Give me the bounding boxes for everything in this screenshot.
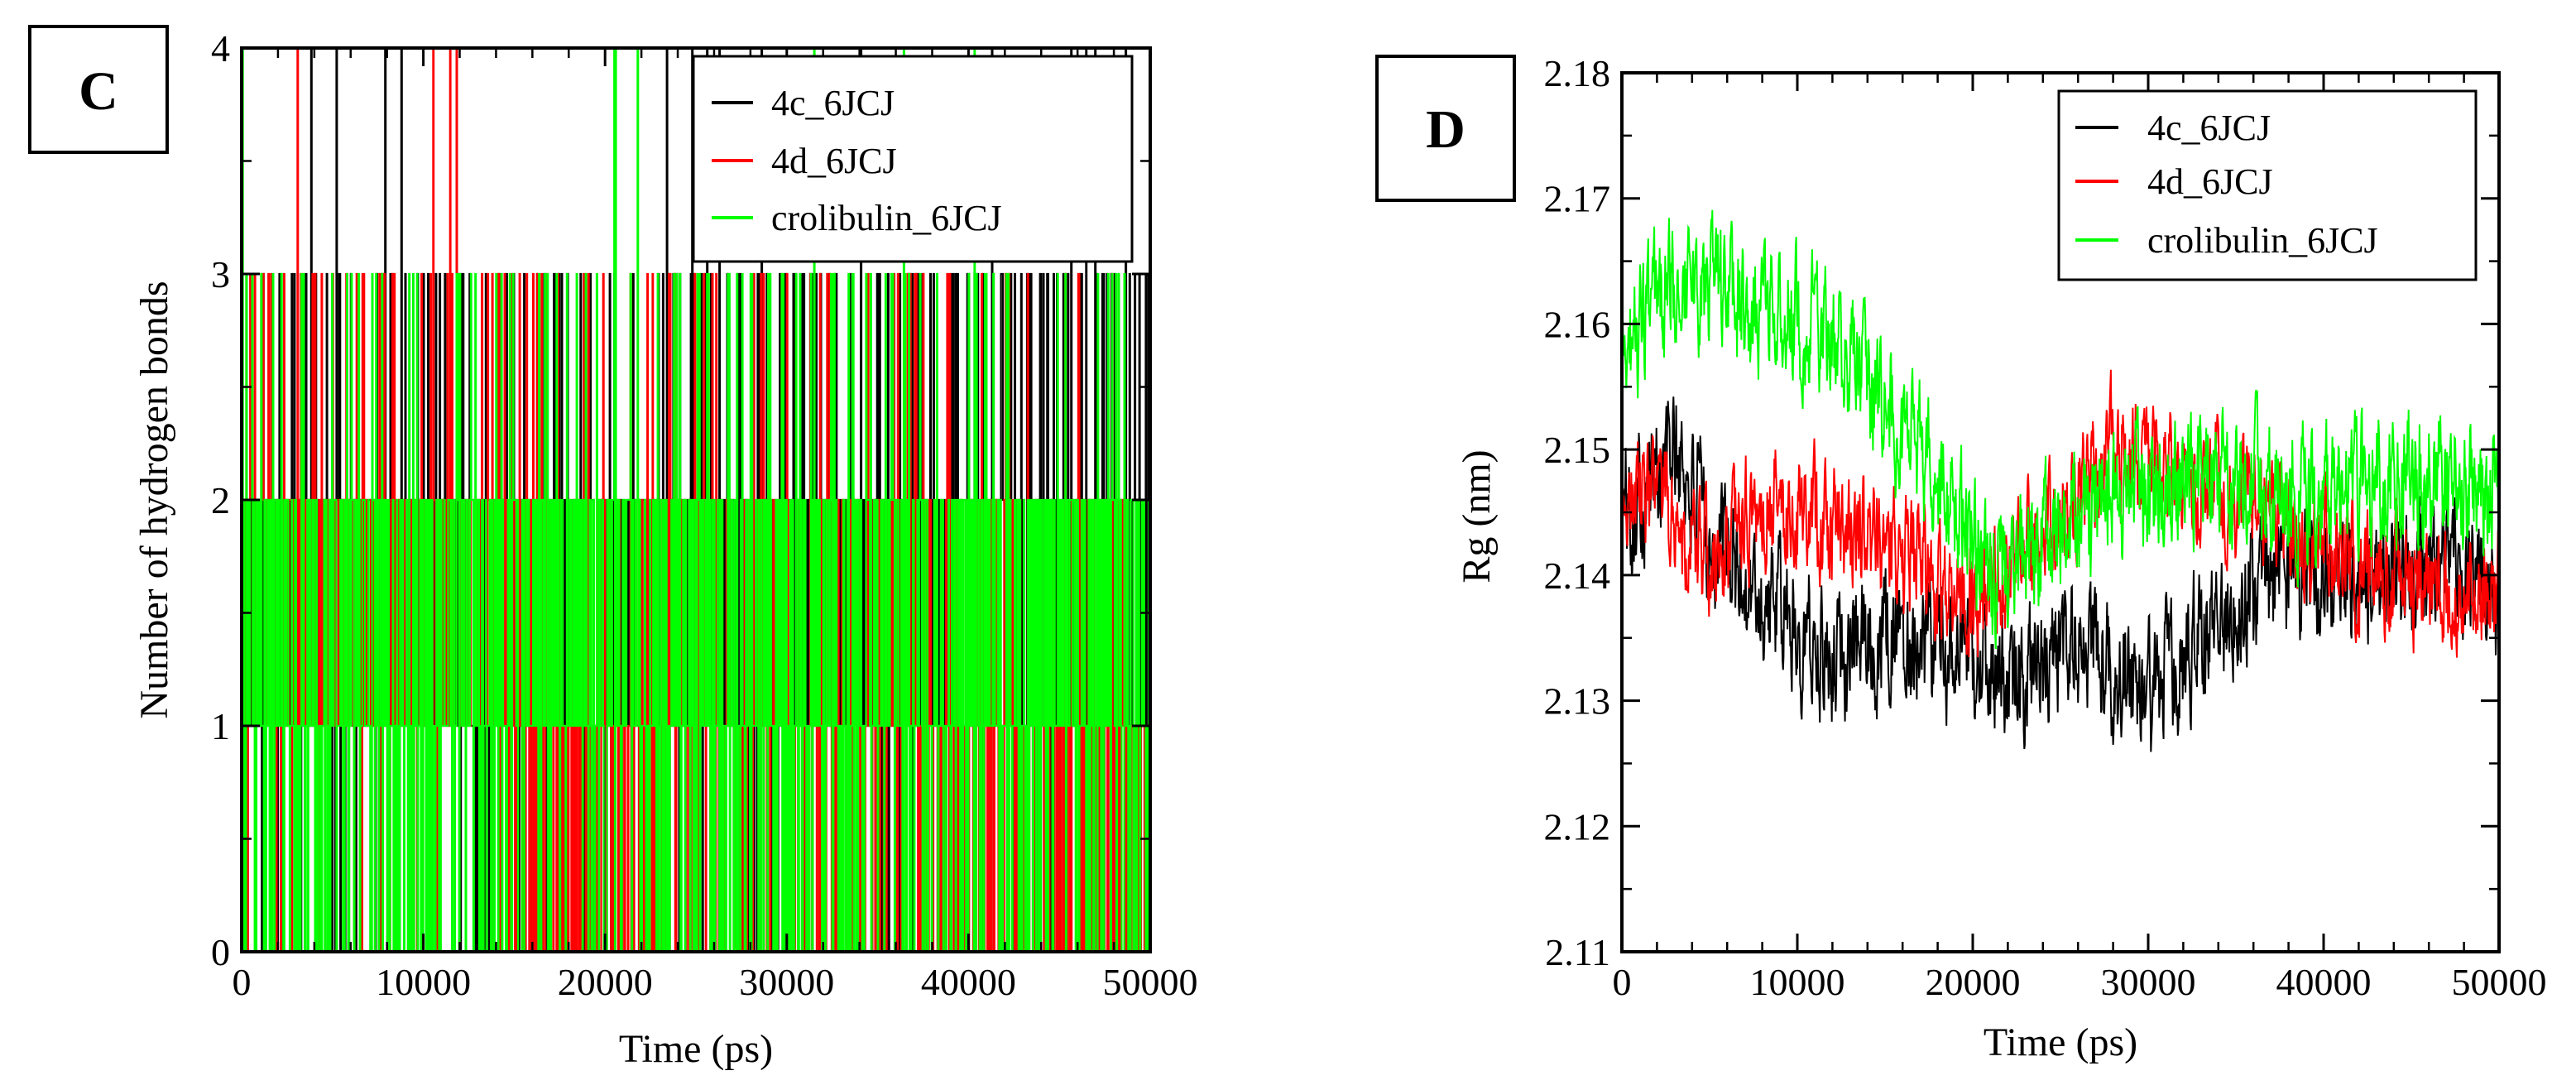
panel-d-legend-box (2057, 89, 2478, 281)
panel-c-xtick-label: 10000 (376, 961, 471, 1003)
panel-c-ylabel: Number of hydrogen bonds (132, 281, 176, 718)
panel-d-legend-label-4d: 4d_6JCJ (2147, 161, 2273, 202)
panel-c-xlabel: Time (ps) (619, 1027, 773, 1071)
panel-d-legend: 4c_6JCJ 4d_6JCJ crolibulin_6JCJ (2057, 89, 2478, 281)
panel-d-ytick-label: 2.15 (1544, 429, 1611, 471)
panel-c-legend-label-4d: 4d_6JCJ (771, 141, 897, 181)
panel-d-ylabel: Rg (nm) (1455, 449, 1499, 583)
panel-d-ytick-label: 2.14 (1544, 555, 1611, 597)
panel-d-xtick-label: 30000 (2101, 961, 2196, 1003)
panel-d-axes: 0 10000 20000 30000 40000 50000 2.11 2.12 2.13 2.… (1544, 52, 2547, 1003)
panel-c-xtick-label: 50000 (1103, 961, 1198, 1003)
panel-c-ytick-label: 3 (211, 253, 230, 295)
panel-c-ytick-label: 4 (211, 27, 230, 70)
panel-c-ytick-label: 2 (211, 479, 230, 521)
panel-c-series-crolibulin (241, 46, 1152, 953)
panel-d-ytick-label: 2.18 (1544, 52, 1611, 94)
panel-c-ytick-label: 0 (211, 931, 230, 973)
panel-d-xlabel: Time (ps) (1984, 1020, 2137, 1064)
panel-d-ytick-label: 2.11 (1545, 931, 1610, 973)
panel-c-xtick-label: 30000 (739, 961, 834, 1003)
panel-d-series-group (1621, 209, 2500, 752)
panel-d-ytick-label: 2.13 (1544, 680, 1611, 723)
panel-c-xtick-label: 20000 (558, 961, 653, 1003)
panel-d-legend-label-4c: 4c_6JCJ (2147, 108, 2271, 148)
panel-c-ytick-label: 1 (211, 705, 230, 747)
panel-d: 0 10000 20000 30000 40000 50000 2.11 2.12 2.13 2.… (1375, 52, 2547, 1064)
panel-d-xtick-label: 0 (1613, 961, 1632, 1003)
panel-c-legend-box (692, 55, 1134, 263)
panel-d-series-4c (1621, 396, 2500, 752)
panel-c-legend-label-crolibulin: crolibulin_6JCJ (771, 198, 1002, 238)
panel-c-legend: 4c_6JCJ 4d_6JCJ crolibulin_6JCJ (692, 55, 1134, 263)
panel-d-xtick-label: 20000 (1926, 961, 2021, 1003)
panel-c-letter-box: C (28, 25, 169, 154)
panel-d-ytick-label: 2.16 (1544, 303, 1611, 345)
panel-c: 0 10000 20000 30000 40000 50000 0 1 2 3 4 Time (ps… (28, 25, 1198, 1071)
panel-d-series-crolibulin (1621, 209, 2500, 650)
panel-d-xtick-label: 40000 (2276, 961, 2372, 1003)
panel-d-xtick-label: 10000 (1750, 961, 1845, 1003)
panel-d-letter: D (1426, 99, 1465, 160)
panel-c-letter: C (79, 61, 118, 122)
panel-d-xtick-label: 50000 (2452, 961, 2547, 1003)
panel-d-ytick-label: 2.12 (1544, 805, 1611, 848)
panel-c-legend-label-4c: 4c_6JCJ (771, 83, 895, 123)
panel-c-axes: 0 10000 20000 30000 40000 50000 0 1 2 3 4 (211, 27, 1198, 1003)
panel-c-xtick-label: 0 (233, 961, 252, 1003)
panel-d-ytick-label: 2.17 (1544, 178, 1611, 220)
panel-d-legend-label-crolibulin: crolibulin_6JCJ (2147, 220, 2378, 261)
panel-d-letter-box: D (1375, 55, 1516, 202)
panel-c-xtick-label: 40000 (921, 961, 1016, 1003)
